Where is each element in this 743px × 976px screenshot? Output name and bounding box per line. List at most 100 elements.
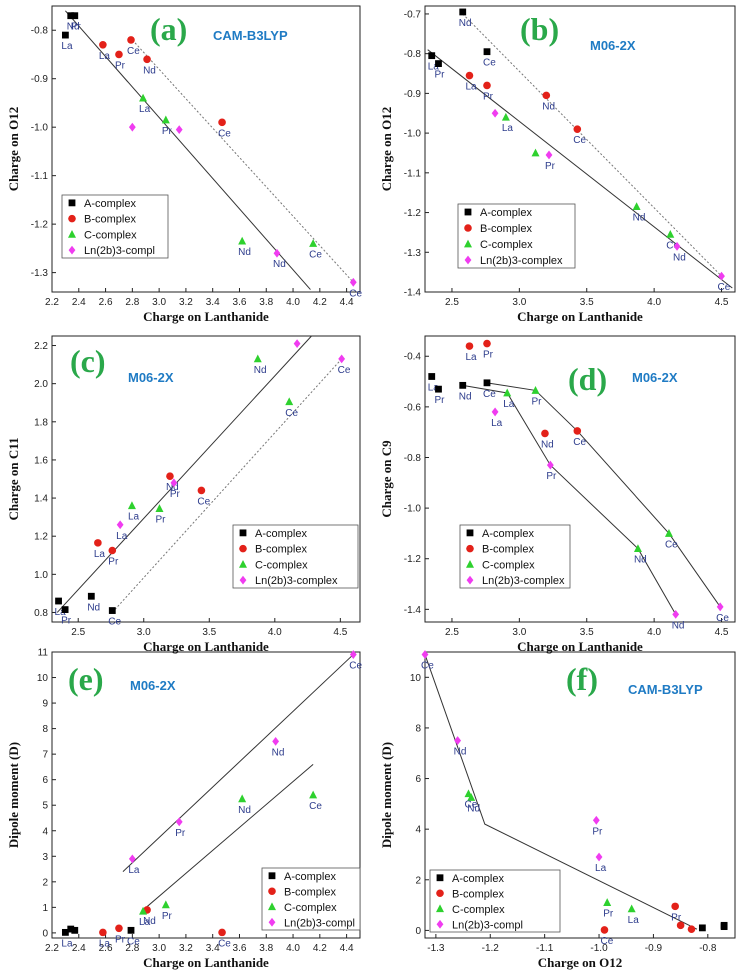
point-label: Nd bbox=[272, 747, 285, 758]
trend-line bbox=[424, 654, 698, 930]
legend-marker bbox=[464, 224, 472, 232]
y-tick-label: 4 bbox=[42, 826, 48, 837]
data-point bbox=[67, 12, 75, 20]
point-label: La bbox=[428, 382, 440, 393]
y-tick-label: 0 bbox=[415, 926, 421, 937]
data-point bbox=[454, 736, 462, 745]
trend-line bbox=[56, 335, 312, 613]
x-tick-label: 2.5 bbox=[445, 627, 459, 638]
x-axis-label: Charge on Lanthanide bbox=[143, 955, 269, 970]
y-tick-label: 2.2 bbox=[34, 341, 48, 352]
data-point bbox=[459, 8, 467, 16]
point-label: Nd bbox=[542, 101, 555, 112]
y-axis-label: Charge on C11 bbox=[6, 437, 21, 520]
y-tick-label: 7 bbox=[42, 750, 48, 761]
point-label: Nd bbox=[459, 18, 472, 29]
point-label: Pr bbox=[546, 471, 557, 482]
y-tick-label: 10 bbox=[410, 673, 422, 684]
legend-box bbox=[261, 867, 361, 931]
legend-marker bbox=[466, 559, 474, 568]
legend-entry: A-complex bbox=[284, 871, 336, 883]
y-tick-label: -0.6 bbox=[404, 402, 422, 413]
legend-entry: B-complex bbox=[452, 888, 504, 900]
legend: A-complex B-complex C-complex Ln(2b)3-compl… bbox=[459, 524, 571, 589]
data-point bbox=[716, 602, 724, 612]
point-label: Ce bbox=[349, 661, 362, 672]
plot-frame bbox=[424, 651, 736, 939]
x-tick-label: 2.2 bbox=[45, 943, 59, 954]
legend-entry: C-complex bbox=[84, 229, 137, 241]
x-tick-label: 4.0 bbox=[647, 297, 661, 308]
x-axis-label: Charge on Lanthanide bbox=[517, 639, 643, 654]
point-label: Nd bbox=[633, 213, 646, 224]
trend-line bbox=[462, 13, 722, 277]
data-point bbox=[673, 241, 681, 251]
data-point bbox=[672, 610, 680, 619]
point-label: Pr bbox=[162, 911, 173, 922]
x-tick-label: 2.8 bbox=[125, 943, 139, 954]
point-label: Ce bbox=[716, 613, 729, 624]
point-label: La bbox=[99, 938, 111, 949]
x-tick-label: 3.0 bbox=[137, 627, 151, 638]
legend-entry: A-complex bbox=[482, 528, 534, 540]
point-label: La bbox=[628, 915, 640, 926]
x-tick-label: 4.5 bbox=[333, 627, 347, 638]
method-label: M06-2X bbox=[130, 678, 176, 693]
point-label: Ce bbox=[421, 661, 434, 672]
data-point bbox=[309, 790, 318, 799]
point-label: Ce bbox=[108, 617, 121, 628]
legend-marker bbox=[436, 904, 444, 913]
y-tick-label: -0.4 bbox=[404, 352, 422, 363]
x-tick-label: 4.2 bbox=[313, 297, 327, 308]
method-label: M06-2X bbox=[632, 370, 678, 385]
y-tick-label: 2.0 bbox=[34, 379, 48, 390]
trend-line bbox=[427, 49, 733, 289]
x-tick-label: 2.5 bbox=[445, 297, 459, 308]
point-label: Ce bbox=[218, 938, 231, 949]
data-point bbox=[293, 339, 301, 349]
point-label: Ce bbox=[127, 936, 140, 947]
legend-entry: Ln(2b)3-complex bbox=[480, 255, 563, 267]
legend-entry: Ln(2b)3-compl bbox=[84, 245, 155, 257]
y-tick-label: -0.9 bbox=[404, 89, 422, 100]
data-point bbox=[175, 817, 183, 827]
x-tick-label: -1.3 bbox=[427, 943, 445, 954]
point-label: Pr bbox=[545, 161, 556, 172]
data-point bbox=[718, 271, 725, 281]
legend: A-complex B-complex C-complex Ln(2b)3-compl… bbox=[232, 524, 359, 589]
data-point bbox=[483, 379, 491, 387]
data-point bbox=[503, 388, 512, 397]
legend: A-complex B-complex C-complex Ln(2b)3-compl bbox=[261, 867, 361, 931]
x-tick-label: 3.4 bbox=[206, 297, 220, 308]
trend-line bbox=[122, 654, 354, 872]
panel-label: (e) bbox=[68, 661, 104, 697]
data-point bbox=[285, 397, 294, 406]
point-label: La bbox=[139, 104, 151, 115]
data-point bbox=[166, 472, 174, 480]
point-label: Ce bbox=[666, 240, 679, 251]
chart-panel-c: 2.5 3.0 3.5 4.0 4.5 0.8 1.0 1.2 1.4 1.6 1.8 2.0 2.2 C… bbox=[6, 335, 361, 654]
x-tick-label: 3.8 bbox=[259, 943, 273, 954]
data-point bbox=[170, 478, 178, 488]
data-point bbox=[218, 118, 226, 127]
point-label: Pr bbox=[115, 60, 126, 71]
point-label: Ce bbox=[483, 389, 496, 400]
point-label: La bbox=[61, 938, 73, 949]
data-point bbox=[71, 12, 79, 20]
point-label: La bbox=[128, 865, 140, 876]
data-point bbox=[421, 650, 429, 659]
y-tick-label: -1.4 bbox=[404, 605, 422, 616]
legend-box bbox=[61, 194, 169, 259]
y-tick-label: 11 bbox=[38, 648, 49, 659]
y-tick-label: 1 bbox=[42, 903, 48, 914]
panel-label: (c) bbox=[70, 343, 106, 379]
legend-marker bbox=[239, 529, 247, 537]
y-tick-label: 6 bbox=[42, 775, 48, 786]
y-tick-label: -1.3 bbox=[404, 248, 422, 259]
point-label: Nd bbox=[238, 247, 251, 258]
data-point bbox=[238, 794, 247, 803]
x-tick-label: 2.4 bbox=[72, 297, 86, 308]
x-tick-label: 3.8 bbox=[259, 297, 273, 308]
point-label: La bbox=[503, 399, 515, 410]
legend-entry: A-complex bbox=[255, 528, 307, 540]
